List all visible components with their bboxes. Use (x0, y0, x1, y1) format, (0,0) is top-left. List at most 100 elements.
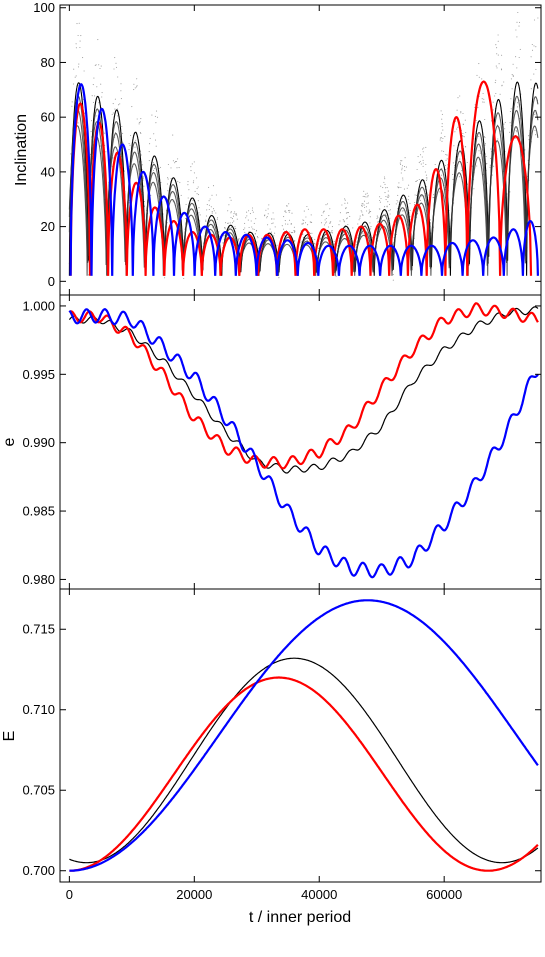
cloud-point (434, 163, 436, 166)
cloud-point (211, 212, 213, 214)
cloud-point (99, 145, 102, 147)
cloud-point (460, 112, 462, 114)
cloud-point (504, 128, 506, 130)
cloud-point (378, 208, 380, 210)
cloud-point (96, 115, 98, 117)
cloud-point (274, 232, 276, 234)
cloud-point (345, 208, 347, 210)
cloud-point (148, 160, 150, 162)
cloud-point (419, 154, 422, 156)
cloud-point (266, 215, 268, 218)
cloud-point (267, 208, 269, 210)
cloud-point (183, 277, 185, 280)
y-tick-label: 0.705 (22, 783, 55, 798)
cloud-point (444, 136, 446, 138)
cloud-point (199, 214, 201, 216)
cloud-point (92, 84, 94, 86)
cloud-point (401, 210, 403, 212)
cloud-point (534, 134, 537, 136)
cloud-point (252, 228, 254, 230)
cloud-point (418, 162, 420, 164)
cloud-point (250, 220, 252, 222)
cloud-point (211, 194, 213, 196)
cloud-point (388, 210, 390, 212)
cloud-point (445, 153, 447, 156)
cloud-point (138, 123, 140, 125)
cloud-point (441, 126, 443, 128)
cloud-point (172, 134, 174, 136)
cloud-point (179, 182, 181, 184)
cloud-point (419, 199, 421, 201)
x-tick-label: 20000 (176, 887, 212, 902)
cloud-point (120, 83, 122, 85)
cloud-point (459, 158, 461, 160)
cloud-point (139, 132, 141, 134)
cloud-point (206, 204, 208, 206)
cloud-point (495, 92, 497, 95)
cloud-point (495, 79, 497, 81)
y-tick-label: 1.000 (22, 298, 55, 313)
cloud-point (314, 238, 316, 240)
cloud-point (360, 210, 362, 212)
cloud-point (319, 238, 321, 240)
cloud-point (517, 11, 519, 14)
series-group (68, 302, 539, 579)
cloud-point (234, 211, 236, 213)
cloud-point (457, 126, 459, 128)
cloud-point (399, 162, 401, 164)
cloud-point (386, 187, 388, 189)
cloud-point (497, 40, 499, 42)
cloud-point (400, 186, 402, 189)
cloud-point (98, 64, 100, 66)
cloud-point (245, 217, 247, 219)
cloud-point (307, 235, 309, 238)
cloud-point (465, 146, 467, 148)
cloud-point (196, 177, 198, 179)
cloud-point (531, 43, 533, 46)
cloud-point (442, 137, 444, 139)
cloud-point (387, 201, 389, 203)
cloud-point (411, 269, 413, 271)
cloud-point (413, 204, 416, 206)
cloud-point (452, 178, 454, 180)
cloud-point (278, 277, 280, 279)
cloud-point (489, 166, 491, 168)
cloud-point (222, 242, 224, 244)
cloud-point (426, 178, 428, 180)
cloud-point (446, 154, 448, 156)
cloud-point (533, 73, 535, 75)
cloud-point (100, 83, 102, 85)
cloud-point (424, 171, 426, 173)
cloud-point (261, 238, 263, 240)
cloud-point (481, 98, 483, 100)
cloud-point (258, 247, 260, 249)
cloud-point (156, 116, 159, 118)
cloud-point (416, 194, 418, 196)
cloud-point (461, 170, 463, 172)
cloud-point (457, 97, 459, 99)
cloud-point (395, 203, 397, 205)
cloud-point (512, 74, 514, 76)
cloud-point (440, 137, 442, 139)
cloud-point (177, 158, 179, 160)
cloud-point (230, 217, 232, 219)
cloud-point (494, 95, 496, 97)
cloud-point (511, 88, 513, 90)
cloud-point (537, 17, 539, 19)
cloud-point (208, 200, 210, 202)
cloud-point (379, 199, 381, 202)
cloud-point (399, 213, 401, 215)
cloud-point (510, 108, 512, 110)
cloud-point (535, 46, 537, 48)
cloud-point (318, 247, 320, 249)
cloud-point (76, 23, 78, 25)
cloud-point (517, 106, 519, 108)
cloud-point (193, 161, 195, 163)
cloud-point (322, 212, 324, 214)
cloud-point (355, 244, 357, 246)
series-blue-line (68, 308, 539, 579)
cloud-point (77, 34, 79, 37)
cloud-point (359, 215, 361, 217)
cloud-point (441, 140, 443, 142)
cloud-point (516, 131, 518, 133)
